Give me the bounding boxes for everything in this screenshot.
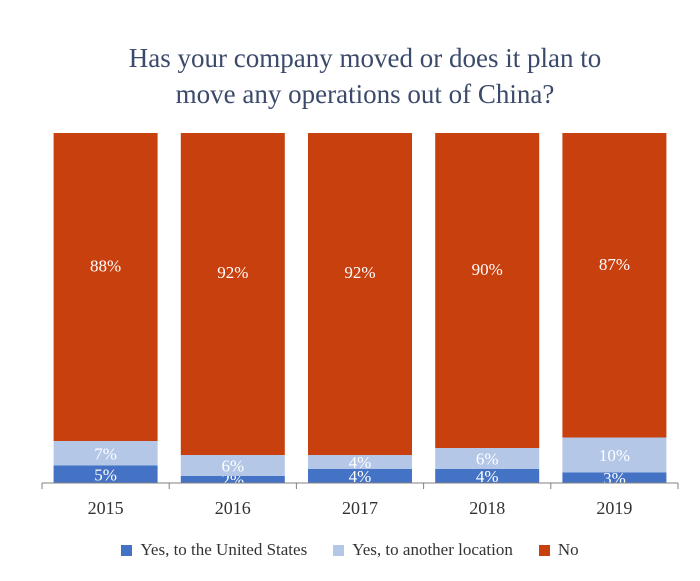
data-label-2015-s2: 88% — [90, 257, 121, 276]
bar-segment-2017-s1 — [308, 455, 412, 469]
legend-label-2: No — [557, 540, 579, 559]
legend-label-1: Yes, to another location — [352, 540, 513, 559]
bar-segment-2016-s0 — [180, 476, 285, 483]
bar-segment-2019-s1 — [562, 437, 667, 473]
legend-item-0: Yes, to the United States — [121, 540, 307, 560]
x-tick-label-2018: 2018 — [469, 498, 505, 518]
data-label-2016-s2: 92% — [217, 263, 248, 282]
chart-title: Has your company moved or does it plan t… — [60, 40, 670, 112]
bar-segment-2015-s2 — [53, 133, 158, 441]
chart-legend: Yes, to the United States Yes, to another… — [0, 540, 700, 560]
bar-segment-2018-s2 — [435, 133, 540, 448]
data-label-2018-s0: 4% — [476, 467, 499, 486]
legend-item-1: Yes, to another location — [333, 540, 513, 560]
x-tick-label-2017: 2017 — [342, 498, 378, 518]
bar-segment-2018-s0 — [435, 469, 540, 483]
x-tick-label-2016: 2016 — [215, 498, 251, 518]
data-label-2019-s1: 10% — [599, 446, 630, 465]
bar-segment-2019-s0 — [562, 472, 667, 483]
chart-title-line-2: move any operations out of China? — [175, 79, 555, 109]
data-label-2016-s1: 6% — [221, 457, 244, 476]
legend-swatch-1 — [333, 544, 345, 556]
data-label-2019-s2: 87% — [599, 255, 630, 274]
bar-segment-2018-s1 — [435, 448, 540, 469]
data-label-2015-s0: 5% — [94, 465, 117, 484]
data-label-2015-s1: 7% — [94, 444, 117, 463]
x-tick-label-2019: 2019 — [596, 498, 632, 518]
bar-segment-2017-s0 — [308, 469, 412, 483]
bar-segment-2015-s0 — [53, 465, 158, 483]
legend-swatch-0 — [121, 544, 133, 556]
legend-swatch-2 — [538, 544, 550, 556]
x-tick-label-2015: 2015 — [88, 498, 124, 518]
bar-segment-2019-s2 — [562, 133, 667, 438]
legend-item-2: No — [538, 540, 579, 560]
legend-label-0: Yes, to the United States — [140, 540, 308, 559]
bar-segment-2016-s1 — [180, 455, 285, 476]
bar-segment-2016-s2 — [180, 133, 285, 455]
data-label-2017-s0: 4% — [349, 467, 372, 486]
data-label-2017-s2: 92% — [344, 263, 375, 282]
data-label-2018-s1: 6% — [476, 450, 499, 469]
data-label-2017-s1: 4% — [349, 453, 372, 472]
chart-title-line-1: Has your company moved or does it plan t… — [128, 43, 602, 73]
bar-segment-2015-s1 — [53, 441, 158, 466]
data-label-2018-s2: 90% — [472, 260, 503, 279]
bar-segment-2017-s2 — [308, 133, 412, 455]
